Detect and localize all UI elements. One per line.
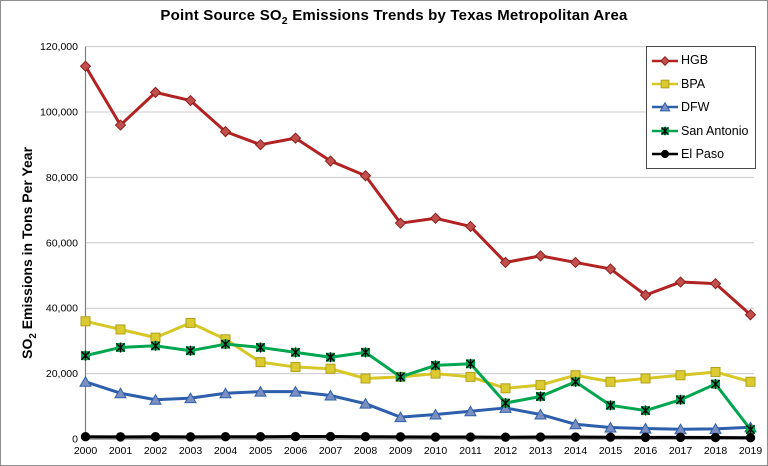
y-tick-label: 60,000 <box>46 237 78 249</box>
series-dfw <box>79 375 757 435</box>
series-line <box>84 64 752 317</box>
y-tick-label: 120,000 <box>40 41 78 53</box>
legend-marker-san-antonio-xstar-icon <box>652 126 678 136</box>
y-tick-label: 0 <box>72 434 78 446</box>
series-line <box>84 380 752 431</box>
legend-marker-el-paso-circle-icon <box>652 150 678 159</box>
x-tick-label: 2011 <box>459 445 482 457</box>
legend-item-dfw: DFW <box>651 96 755 118</box>
chart-title-subscript: 2 <box>281 15 288 27</box>
x-tick-label: 2017 <box>669 445 693 457</box>
x-tick-label: 2016 <box>634 445 658 457</box>
x-tick-label: 2006 <box>284 445 308 457</box>
legend-item-bpa: BPA <box>651 73 755 95</box>
x-tick-label: 2012 <box>494 445 518 457</box>
x-tick-label: 2010 <box>424 445 448 457</box>
y-axis-tick-labels: 0 20,000 40,000 60,000 80,000 100,000 120,000 <box>40 41 78 445</box>
x-tick-label: 2007 <box>319 445 343 457</box>
legend-label-hgb: HGB <box>681 53 709 68</box>
legend: HGB BPA DFW San Antonio El Paso <box>646 46 756 169</box>
x-tick-label: 2005 <box>249 445 273 457</box>
x-tick-label: 2013 <box>529 445 553 457</box>
chart-title: Point Source SO2 Emissions Trends by Tex… <box>21 7 767 27</box>
x-tick-label: 2014 <box>564 445 588 457</box>
x-tick-label: 2015 <box>599 445 623 457</box>
x-tick-label: 2000 <box>74 445 98 457</box>
chart-title-suffix: Emissions Trends by Texas Metropolitan A… <box>287 7 628 24</box>
x-tick-label: 2002 <box>144 445 168 457</box>
legend-marker-hgb-diamond-icon <box>652 55 678 66</box>
legend-item-hgb: HGB <box>651 50 755 72</box>
series-line <box>84 319 752 390</box>
x-tick-label: 2009 <box>389 445 413 457</box>
x-tick-label: 2004 <box>214 445 238 457</box>
x-tick-label: 2003 <box>179 445 203 457</box>
series-line <box>84 342 752 432</box>
legend-marker-bpa-square-icon <box>652 79 678 89</box>
legend-label-dfw: DFW <box>681 100 710 115</box>
x-axis-tick-labels: 2000 2001 2002 2003 2004 2005 2006 2007 2008 2009… <box>74 445 763 457</box>
series-bpa <box>80 316 756 394</box>
series-el-paso <box>80 431 756 443</box>
legend-label-el-paso: El Paso <box>681 147 725 161</box>
series-line <box>84 435 752 440</box>
x-tick-label: 2018 <box>704 445 728 457</box>
legend-item-el-paso: El Paso <box>651 143 755 165</box>
y-tick-label: 100,000 <box>40 107 78 119</box>
y-tick-label: 20,000 <box>46 368 78 380</box>
x-tick-label: 2008 <box>354 445 378 457</box>
y-tick-label: 40,000 <box>46 303 78 315</box>
series-san-antonio <box>81 339 755 435</box>
x-tick-label: 2019 <box>739 445 763 457</box>
series-hgb <box>79 60 757 321</box>
legend-label-bpa: BPA <box>681 76 706 91</box>
x-tick-label: 2001 <box>109 445 133 457</box>
chart-title-prefix: Point Source SO <box>160 7 282 24</box>
legend-marker-dfw-triangle-icon <box>652 102 678 112</box>
y-tick-label: 80,000 <box>46 172 78 184</box>
legend-item-san-antonio: San Antonio <box>651 120 755 142</box>
legend-label-san-antonio: San Antonio <box>681 123 749 138</box>
